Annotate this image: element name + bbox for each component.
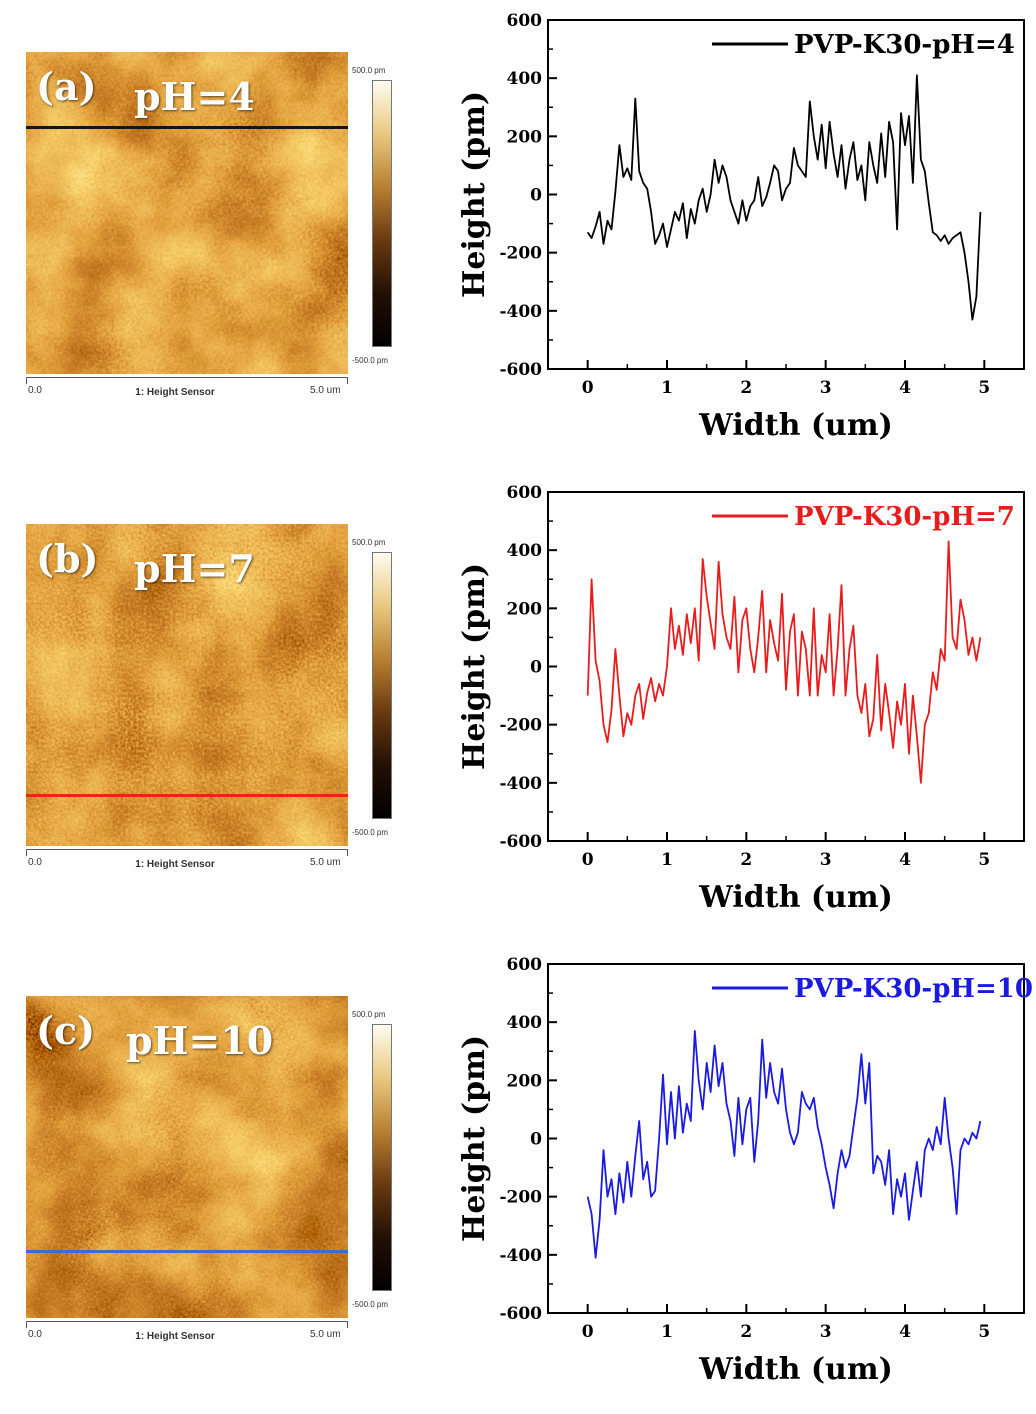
axis-start-label: 0.0 — [28, 857, 42, 868]
afm-height-map — [26, 52, 348, 374]
x-tick-label: 2 — [740, 378, 752, 398]
ph-label: pH=4 — [134, 74, 255, 119]
series-line — [586, 74, 982, 321]
x-tick-label: 3 — [820, 850, 832, 870]
y-axis-title: Height (pm) — [457, 563, 492, 770]
y-tick-label: -400 — [499, 1246, 542, 1266]
x-tick-label: 0 — [582, 1322, 594, 1342]
colorbar-min-label: -500.0 pm — [352, 356, 389, 365]
axis-title: 1: Height Sensor — [135, 859, 215, 870]
y-tick-label: 600 — [507, 11, 543, 31]
x-tick-label: 2 — [740, 850, 752, 870]
panel-a: (a) pH=4 500.0 pm -500.0 pm 0.0 1: Heigh… — [0, 0, 1036, 470]
scale-axis — [26, 849, 348, 856]
x-axis-title: Width (um) — [698, 1352, 893, 1387]
y-tick-label: 0 — [530, 186, 542, 206]
x-tick-label: 0 — [582, 850, 594, 870]
colorbar-max-label: 500.0 pm — [352, 538, 386, 547]
y-tick-label: -400 — [499, 302, 542, 322]
height-profile-chart-b: -600 -400 -200 0 200 400 600 0 1 2 3 4 5 Width (um) He… — [457, 483, 1025, 915]
colorbar — [372, 552, 392, 819]
colorbar-max-label: 500.0 pm — [352, 1010, 386, 1019]
profile-scan-line — [26, 1250, 348, 1253]
y-tick-label: -200 — [499, 1188, 542, 1208]
x-tick-label: 3 — [820, 378, 832, 398]
panel-letter: (c) — [36, 1008, 96, 1053]
afm-image: (a) pH=4 — [26, 52, 348, 374]
panel-c: (c) pH=10 500.0 pm -500.0 pm 0.0 1: Heig… — [0, 944, 1036, 1414]
axis-end-label: 5.0 um — [310, 1329, 341, 1340]
y-tick-label: 0 — [530, 1130, 542, 1150]
colorbar-max-label: 500.0 pm — [352, 66, 386, 75]
axis-end-label: 5.0 um — [310, 857, 341, 868]
afm-image: (c) pH=10 — [26, 996, 348, 1318]
legend-label: PVP-K30-pH=10 — [794, 974, 1033, 1004]
legend-label: PVP-K30-pH=7 — [794, 502, 1015, 532]
x-tick-label: 4 — [899, 378, 911, 398]
y-tick-label: 200 — [507, 1071, 543, 1091]
axis-end-label: 5.0 um — [310, 385, 341, 396]
axis-start-label: 0.0 — [28, 1329, 42, 1340]
afm-height-map — [26, 996, 348, 1318]
y-tick-label: 400 — [507, 1013, 543, 1033]
x-tick-label: 5 — [978, 850, 990, 870]
y-tick-label: -600 — [499, 1304, 542, 1324]
x-tick-label: 5 — [978, 378, 990, 398]
legend-label: PVP-K30-pH=4 — [794, 30, 1015, 60]
colorbar-min-label: -500.0 pm — [352, 1300, 389, 1309]
scale-axis — [26, 1321, 348, 1328]
ph-label: pH=7 — [134, 546, 255, 591]
plot-frame — [547, 491, 1025, 842]
series-line — [586, 1030, 982, 1259]
y-tick-label: 200 — [507, 599, 543, 619]
x-tick-label: 1 — [661, 1322, 673, 1342]
scale-axis — [26, 377, 348, 384]
x-tick-label: 4 — [899, 1322, 911, 1342]
y-tick-label: 600 — [507, 483, 543, 503]
y-tick-label: 400 — [507, 541, 543, 561]
colorbar — [372, 1024, 392, 1291]
plot-frame — [547, 963, 1025, 1314]
axis-title: 1: Height Sensor — [135, 1331, 215, 1342]
colorbar — [372, 80, 392, 347]
y-tick-label: 600 — [507, 955, 543, 975]
y-tick-label: 0 — [530, 658, 542, 678]
x-tick-label: 5 — [978, 1322, 990, 1342]
y-tick-label: -600 — [499, 832, 542, 852]
plot-frame — [547, 19, 1025, 370]
y-tick-label: 200 — [507, 127, 543, 147]
panel-b: (b) pH=7 500.0 pm -500.0 pm 0.0 1: Heigh… — [0, 472, 1036, 942]
ph-label: pH=10 — [126, 1018, 274, 1063]
axis-title: 1: Height Sensor — [135, 387, 215, 398]
height-profile-chart-c: -600 -400 -200 0 200 400 600 0 1 2 3 4 5 Width (um) He… — [457, 955, 1033, 1387]
x-tick-label: 0 — [582, 378, 594, 398]
colorbar-min-label: -500.0 pm — [352, 828, 389, 837]
panel-letter: (a) — [36, 64, 97, 109]
profile-scan-line — [26, 126, 348, 129]
x-tick-label: 1 — [661, 378, 673, 398]
afm-height-map — [26, 524, 348, 846]
series-line — [586, 540, 982, 784]
x-tick-label: 2 — [740, 1322, 752, 1342]
y-tick-label: -400 — [499, 774, 542, 794]
x-tick-label: 3 — [820, 1322, 832, 1342]
profile-scan-line — [26, 794, 348, 797]
x-axis-title: Width (um) — [698, 408, 893, 443]
axis-start-label: 0.0 — [28, 385, 42, 396]
y-tick-label: -200 — [499, 716, 542, 736]
y-tick-label: -600 — [499, 360, 542, 380]
y-tick-label: 400 — [507, 69, 543, 89]
x-axis-title: Width (um) — [698, 880, 893, 915]
y-tick-label: -200 — [499, 244, 542, 264]
panel-letter: (b) — [36, 536, 99, 581]
y-axis-title: Height (pm) — [457, 1035, 492, 1242]
x-tick-label: 1 — [661, 850, 673, 870]
afm-image: (b) pH=7 — [26, 524, 348, 846]
height-profile-chart-a: -600 -400 -200 0 200 400 600 0 1 2 3 4 5 Width (um) He… — [457, 11, 1025, 443]
x-tick-label: 4 — [899, 850, 911, 870]
y-axis-title: Height (pm) — [457, 91, 492, 298]
